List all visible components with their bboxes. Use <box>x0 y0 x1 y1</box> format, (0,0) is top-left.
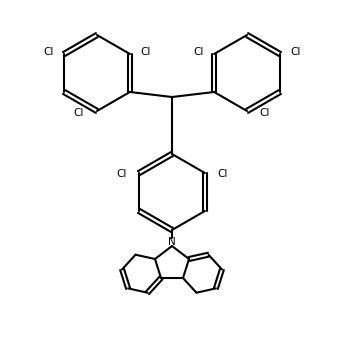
Text: Cl: Cl <box>218 169 228 179</box>
Text: Cl: Cl <box>291 47 301 57</box>
Text: Cl: Cl <box>260 108 270 118</box>
Text: N: N <box>168 237 176 247</box>
Text: Cl: Cl <box>141 47 151 57</box>
Text: Cl: Cl <box>116 169 126 179</box>
Text: Cl: Cl <box>193 47 203 57</box>
Text: Cl: Cl <box>74 108 84 118</box>
Text: Cl: Cl <box>43 47 53 57</box>
